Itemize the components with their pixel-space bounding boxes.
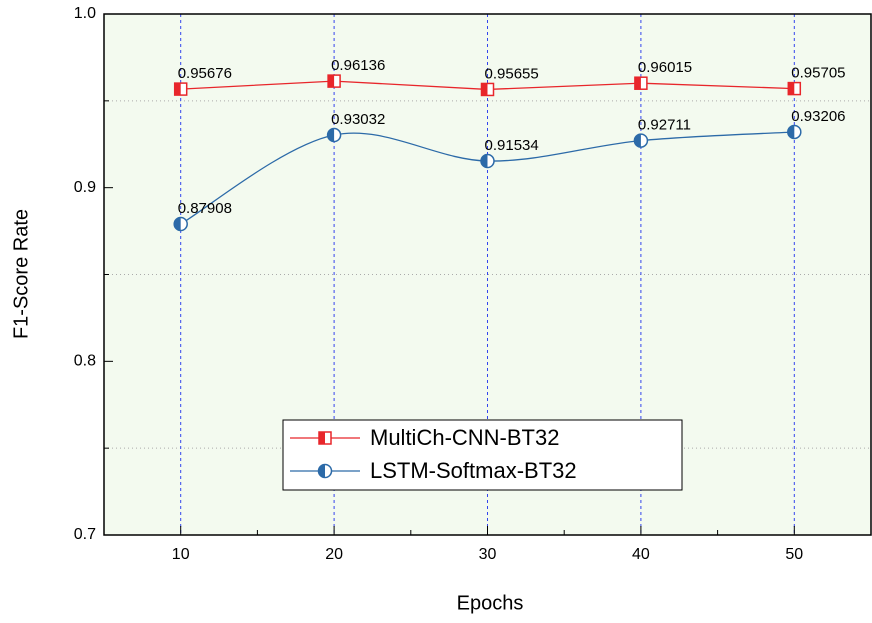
- y-tick-label: 1.0: [74, 5, 96, 22]
- x-tick-label: 50: [785, 546, 803, 563]
- marker-half: [634, 134, 641, 148]
- data-label: 0.93206: [791, 108, 845, 125]
- data-label: 0.92711: [638, 117, 691, 134]
- marker-half: [787, 125, 795, 139]
- y-tick-label: 0.7: [74, 526, 96, 543]
- x-tick-label: 20: [325, 546, 343, 563]
- data-label: 0.96015: [638, 59, 692, 76]
- marker-half: [481, 83, 488, 96]
- legend-label: MultiCh-CNN-BT32: [370, 425, 559, 450]
- legend-marker-half: [319, 432, 325, 444]
- marker-half: [634, 77, 641, 90]
- y-tick-label: 0.9: [74, 179, 96, 196]
- x-tick-label: 30: [479, 546, 497, 563]
- marker-half: [328, 75, 335, 88]
- marker-half: [788, 82, 795, 95]
- x-tick-label: 40: [632, 546, 650, 563]
- legend: MultiCh-CNN-BT32 LSTM-Softmax-BT32: [282, 419, 683, 491]
- marker-half: [327, 128, 335, 142]
- y-tick-label: 0.8: [74, 353, 96, 370]
- legend-marker-half: [318, 464, 325, 478]
- x-tick-label: 10: [172, 546, 190, 563]
- data-label: 0.91534: [485, 137, 539, 154]
- data-label: 0.87908: [178, 200, 232, 217]
- marker-half: [174, 83, 181, 96]
- data-label: 0.95705: [791, 65, 845, 82]
- data-label: 0.95676: [178, 65, 232, 82]
- plot-frame: [103, 13, 872, 536]
- marker-half: [481, 154, 488, 168]
- legend-label: LSTM-Softmax-BT32: [370, 458, 577, 483]
- data-label: 0.93032: [331, 111, 385, 128]
- legend-box: [282, 419, 683, 491]
- y-axis-title: F1-Score Rate: [10, 209, 32, 339]
- marker-half: [174, 217, 181, 231]
- x-axis-title: Epochs: [457, 592, 524, 614]
- data-label: 0.96136: [331, 57, 385, 74]
- data-label: 0.95655: [485, 65, 539, 82]
